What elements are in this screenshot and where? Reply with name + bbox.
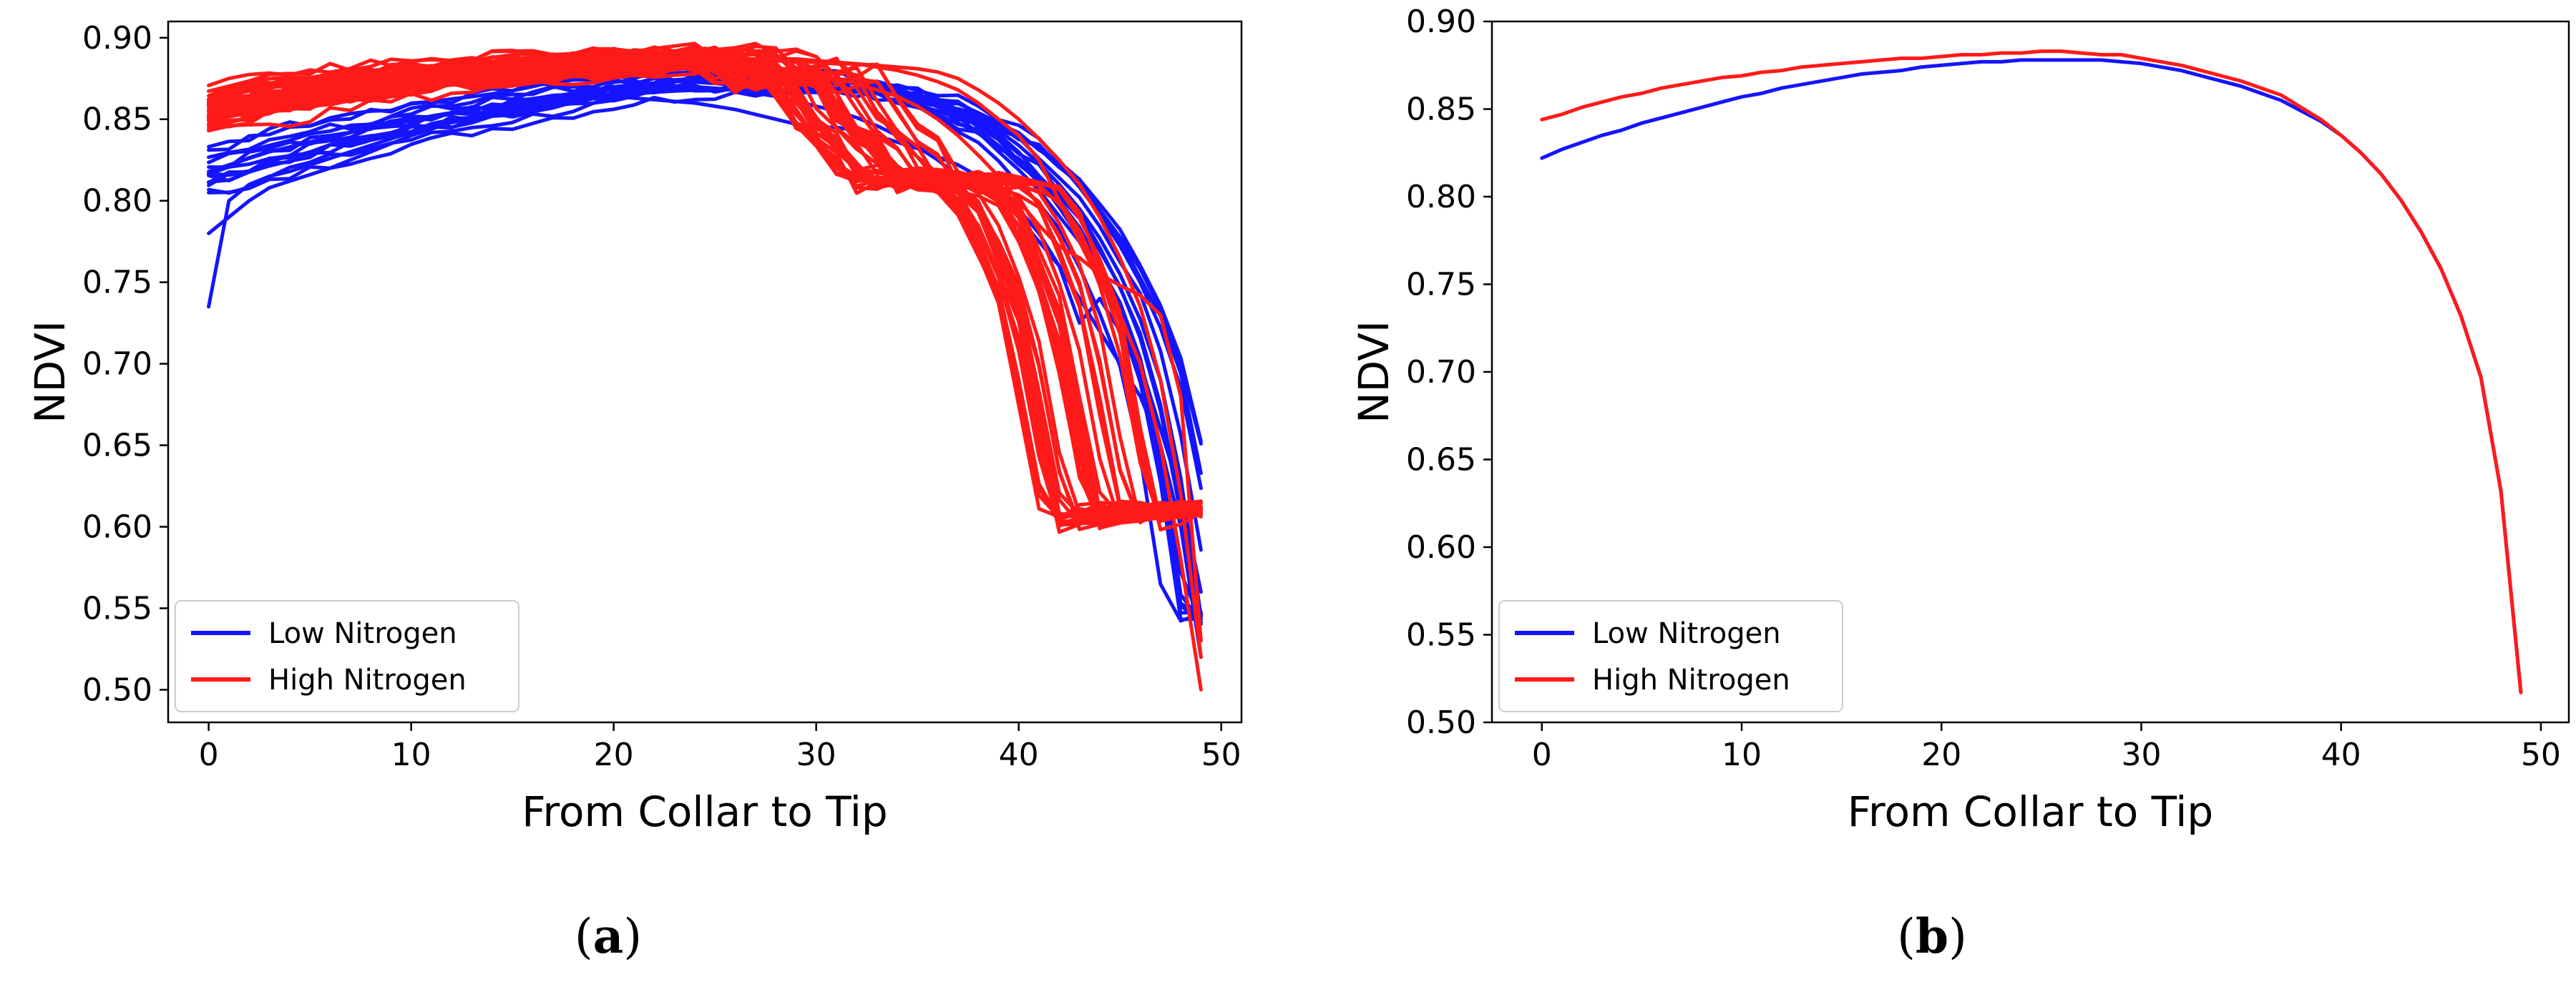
high-nitrogen-mean-line (1540, 49, 2523, 694)
y-tick-label: 0.50 (82, 672, 152, 708)
plot-area (1540, 49, 2523, 694)
panel-letter-b: b (1915, 908, 1949, 964)
low-nitrogen-mean-line (1540, 58, 2523, 694)
x-axis-label: From Collar to Tip (522, 787, 887, 836)
x-tick-label: 50 (1201, 737, 1241, 773)
low-nitrogen-curve (207, 84, 1203, 624)
y-tick-label: 0.65 (1406, 442, 1476, 478)
high-nitrogen-curve (207, 45, 1203, 516)
low-nitrogen-curve (207, 85, 1203, 627)
y-tick-label: 0.75 (1406, 267, 1476, 303)
y-tick-label: 0.55 (1406, 617, 1476, 654)
x-tick-label: 30 (796, 737, 836, 773)
x-tick-label: 0 (199, 737, 219, 773)
high-nitrogen-curve (207, 57, 1203, 692)
y-tick-label: 0.55 (82, 590, 152, 627)
y-tick-label: 0.50 (1406, 704, 1476, 741)
y-tick-label: 0.75 (82, 265, 152, 301)
x-tick-label: 0 (1532, 737, 1552, 773)
x-tick-label: 20 (594, 737, 634, 773)
x-tick-label: 50 (2521, 737, 2561, 773)
y-tick-label: 0.70 (82, 346, 152, 383)
x-axis-label: From Collar to Tip (1848, 787, 2213, 836)
legend: Low Nitrogen High Nitrogen (175, 600, 519, 712)
x-tick-label: 20 (1921, 737, 1961, 773)
y-axis-label: NDVI (26, 320, 74, 423)
chart-panel-b: 0 10 20 30 40 50 0.50 0.55 0.60 0.65 0.70 0.75 0.80 0… (1350, 4, 2570, 836)
legend-label-high: High Nitrogen (1592, 664, 1790, 697)
y-tick-label: 0.60 (1406, 529, 1476, 566)
legend-label-low: Low Nitrogen (268, 617, 457, 650)
y-axis-label: NDVI (1350, 320, 1398, 423)
y-tick-label: 0.80 (1406, 179, 1476, 215)
low-nitrogen-curve (207, 84, 1203, 659)
legend-box (175, 600, 519, 712)
y-tick-label: 0.85 (82, 102, 152, 138)
panel-letter-a: a (592, 908, 624, 964)
plot-frame (1491, 20, 2570, 724)
plot-frame (167, 20, 1243, 724)
high-nitrogen-curve (207, 59, 1203, 529)
y-tick-label: 0.90 (82, 20, 152, 57)
x-tick-label: 30 (2121, 737, 2161, 773)
x-tick-label: 10 (391, 737, 431, 773)
chart-panel-a: 0 10 20 30 40 50 0.50 0.55 0.60 0.65 0.70 0.75 0.80 0… (26, 20, 1243, 836)
y-tick-label: 0.60 (82, 509, 152, 546)
y-tick-label: 0.80 (82, 183, 152, 220)
panel-label-a: (a) (574, 908, 643, 964)
y-tick-label: 0.85 (1406, 92, 1476, 128)
y-tick-label: 0.90 (1406, 4, 1476, 40)
legend: Low Nitrogen High Nitrogen (1498, 600, 1843, 712)
panel-label-b: (b) (1897, 908, 1967, 964)
high-nitrogen-curve (207, 65, 1203, 643)
low-nitrogen-curve (207, 81, 1203, 619)
legend-label-low: Low Nitrogen (1592, 617, 1781, 650)
legend-box (1498, 600, 1843, 712)
x-tick-label: 40 (999, 737, 1039, 773)
y-tick-label: 0.65 (82, 428, 152, 464)
legend-label-high: High Nitrogen (268, 664, 467, 697)
x-tick-label: 40 (2321, 737, 2361, 773)
low-nitrogen-curve (207, 94, 1203, 594)
x-tick-label: 10 (1722, 737, 1762, 773)
plot-area (207, 41, 1203, 692)
y-tick-label: 0.70 (1406, 354, 1476, 391)
low-nitrogen-curve (207, 77, 1203, 619)
